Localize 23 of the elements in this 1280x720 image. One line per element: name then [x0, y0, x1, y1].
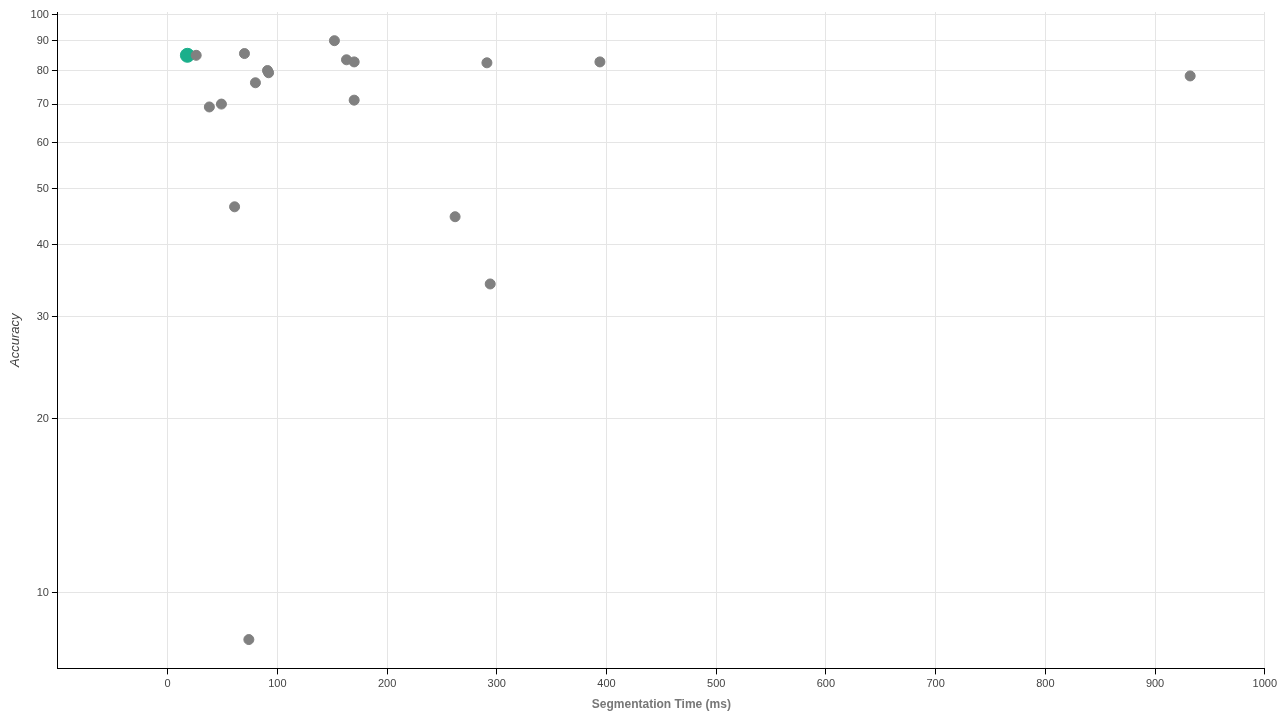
x-tick-label: 100	[268, 677, 287, 690]
y-tick-label: 60	[36, 135, 49, 148]
x-tick-label: 600	[816, 677, 836, 690]
y-tick-label: 40	[36, 237, 49, 250]
y-tick-label: 70	[36, 97, 49, 110]
y-tick-label: 80	[36, 63, 49, 76]
x-tick-label: 1000	[1252, 677, 1278, 690]
x-tick-label: 700	[926, 677, 945, 690]
x-axis-title: Segmentation Time (ms)	[591, 697, 731, 712]
x-tick-label: 800	[1036, 677, 1055, 690]
y-axis-title: Accuracy	[7, 311, 23, 368]
x-tick-label: 900	[1145, 677, 1165, 690]
y-tick-label: 90	[36, 33, 49, 46]
y-tick-label: 10	[36, 585, 49, 598]
x-tick-label: 200	[377, 677, 397, 690]
x-tick-label: 0	[164, 677, 171, 690]
y-tick-label: 50	[36, 181, 49, 194]
y-tick-label: 100	[30, 7, 49, 20]
x-tick-label: 500	[707, 677, 726, 690]
x-tick-label: 400	[597, 677, 616, 690]
y-tick-label: 20	[36, 411, 49, 424]
y-tick-label: 30	[36, 309, 49, 322]
x-tick-label: 300	[487, 677, 506, 690]
